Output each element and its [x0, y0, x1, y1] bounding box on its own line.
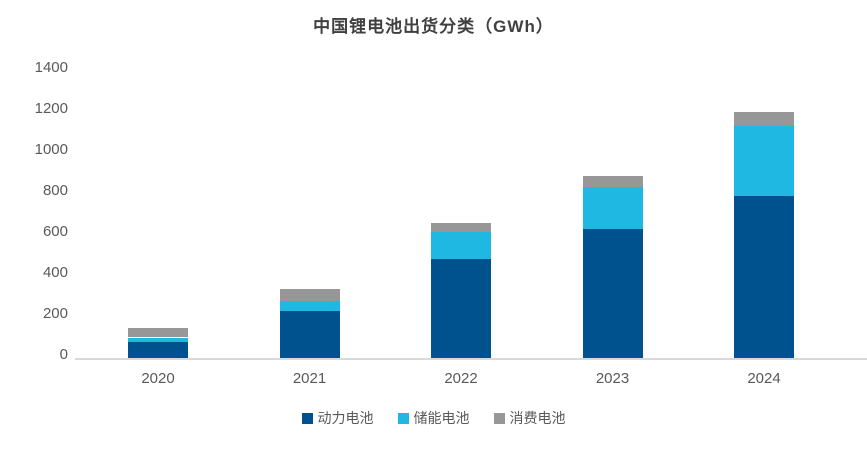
y-tick-label: 1200: [34, 99, 68, 117]
bar-segment-动力电池: [279, 310, 340, 358]
y-tick-label: 800: [42, 181, 68, 199]
bar-segment-动力电池: [128, 341, 188, 358]
legend: 动力电池 储能电池 消费电池: [0, 408, 867, 428]
x-tick-label: 2023: [595, 370, 630, 387]
y-tick-label: 600: [42, 222, 68, 240]
bar-segment-消费电池: [582, 175, 643, 187]
x-tick-label: 2020: [141, 370, 175, 387]
bar-segment-储能电池: [431, 231, 491, 259]
y-tick-label: 0: [59, 345, 68, 363]
y-tick-label: 400: [42, 263, 68, 281]
bar-segment-储能电池: [128, 337, 188, 342]
legend-label: 消费电池: [509, 410, 566, 426]
legend-swatch-icon: [493, 412, 505, 424]
bar-segment-消费电池: [128, 327, 188, 338]
legend-swatch-icon: [397, 412, 409, 424]
bar-segment-消费电池: [734, 112, 794, 127]
bar-segment-动力电池: [734, 196, 794, 358]
legend-label: 动力电池: [317, 410, 374, 426]
y-tick-label: 200: [42, 304, 68, 322]
chart-title: 中国锂电池出货分类（GWh）: [313, 17, 554, 36]
legend-swatch-icon: [301, 412, 313, 424]
x-tick-label: 2021: [292, 370, 327, 387]
y-tick-label: 1400: [34, 58, 68, 76]
y-tick-label: 1000: [34, 140, 68, 158]
bar-segment-动力电池: [431, 258, 491, 358]
x-tick-label: 2024: [747, 370, 781, 387]
x-axis-line: [75, 358, 867, 360]
legend-label: 储能电池: [413, 410, 470, 426]
legend-item-动力电池: 动力电池: [301, 408, 374, 428]
x-tick-label: 2022: [444, 370, 478, 387]
bar-segment-消费电池: [431, 222, 491, 232]
bar-segment-储能电池: [582, 186, 643, 229]
bar-segment-储能电池: [279, 300, 340, 311]
legend-item-储能电池: 储能电池: [397, 408, 470, 428]
bar-segment-储能电池: [734, 126, 794, 197]
bar-segment-动力电池: [582, 228, 643, 358]
bar-segment-消费电池: [279, 289, 340, 301]
legend-item-消费电池: 消费电池: [493, 408, 566, 428]
